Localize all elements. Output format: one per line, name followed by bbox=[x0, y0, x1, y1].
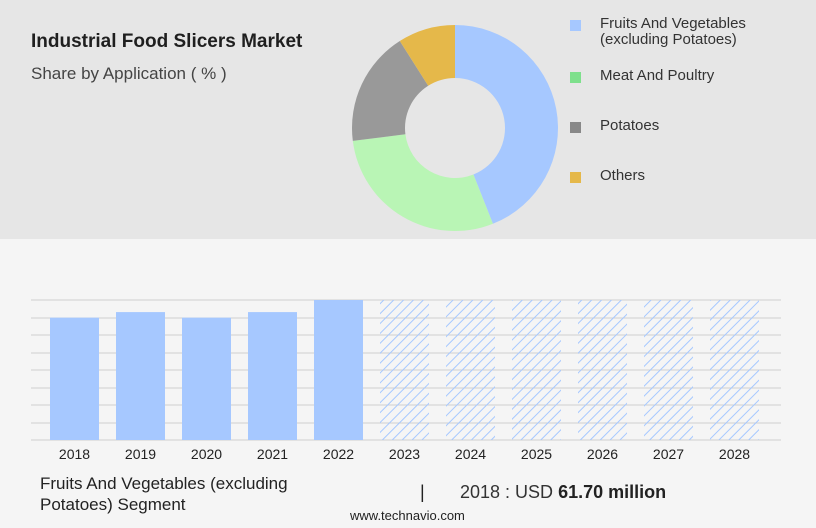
donut-slice-3 bbox=[399, 25, 455, 86]
legend-swatch bbox=[570, 122, 581, 133]
bar-2025 bbox=[512, 300, 561, 440]
x-tick-label: 2025 bbox=[521, 446, 552, 462]
caption-divider: | bbox=[420, 482, 425, 502]
x-tick-label: 2028 bbox=[719, 446, 750, 462]
bar-2026 bbox=[578, 300, 627, 440]
donut-slice-2 bbox=[352, 41, 429, 141]
legend-swatch bbox=[570, 72, 581, 83]
chart-title: Industrial Food Slicers Market bbox=[31, 31, 303, 52]
segment-caption: Fruits And Vegetables (excluding Potatoe… bbox=[40, 474, 288, 514]
legend-swatch bbox=[570, 172, 581, 183]
x-tick-label: 2026 bbox=[587, 446, 618, 462]
x-tick-label: 2020 bbox=[191, 446, 222, 462]
x-tick-label: 2021 bbox=[257, 446, 288, 462]
bar-2022 bbox=[314, 300, 363, 440]
legend-label: Others bbox=[600, 167, 646, 184]
chart-subtitle: Share by Application ( % ) bbox=[31, 64, 227, 83]
x-tick-label: 2018 bbox=[59, 446, 90, 462]
donut-slice-0 bbox=[455, 25, 559, 224]
bar-2019 bbox=[116, 312, 165, 440]
bar-2021 bbox=[248, 312, 297, 440]
bar-2023 bbox=[380, 300, 429, 440]
legend-label: Potatoes bbox=[600, 117, 660, 134]
bar-chart: 2018 2019 2020 2021 2022 2023 2024 2025 2026 2027… bbox=[31, 299, 781, 462]
x-tick-label: 2023 bbox=[389, 446, 420, 462]
donut-chart bbox=[352, 25, 559, 231]
segment-stat: 2018 : USD 61.70 million bbox=[460, 482, 666, 503]
x-tick-label: 2019 bbox=[125, 446, 156, 462]
x-tick-label: 2027 bbox=[653, 446, 684, 462]
bar-2027 bbox=[644, 300, 693, 440]
bar-2024 bbox=[446, 300, 495, 440]
x-tick-label: 2022 bbox=[323, 446, 354, 462]
legend-label: Fruits And Vegetables (excluding Potatoes… bbox=[600, 15, 746, 48]
stat-prefix: 2018 : USD bbox=[460, 482, 554, 502]
x-tick-label: 2024 bbox=[455, 446, 486, 462]
bar-2028 bbox=[710, 300, 759, 440]
donut-slice-1 bbox=[352, 134, 493, 231]
legend-label: Meat And Poultry bbox=[600, 67, 715, 84]
bar-2020 bbox=[182, 317, 231, 440]
bar-2018 bbox=[50, 317, 99, 440]
source-website: www.technavio.com bbox=[350, 508, 465, 523]
legend-swatch bbox=[570, 20, 581, 31]
stat-value: 61.70 million bbox=[558, 482, 667, 502]
